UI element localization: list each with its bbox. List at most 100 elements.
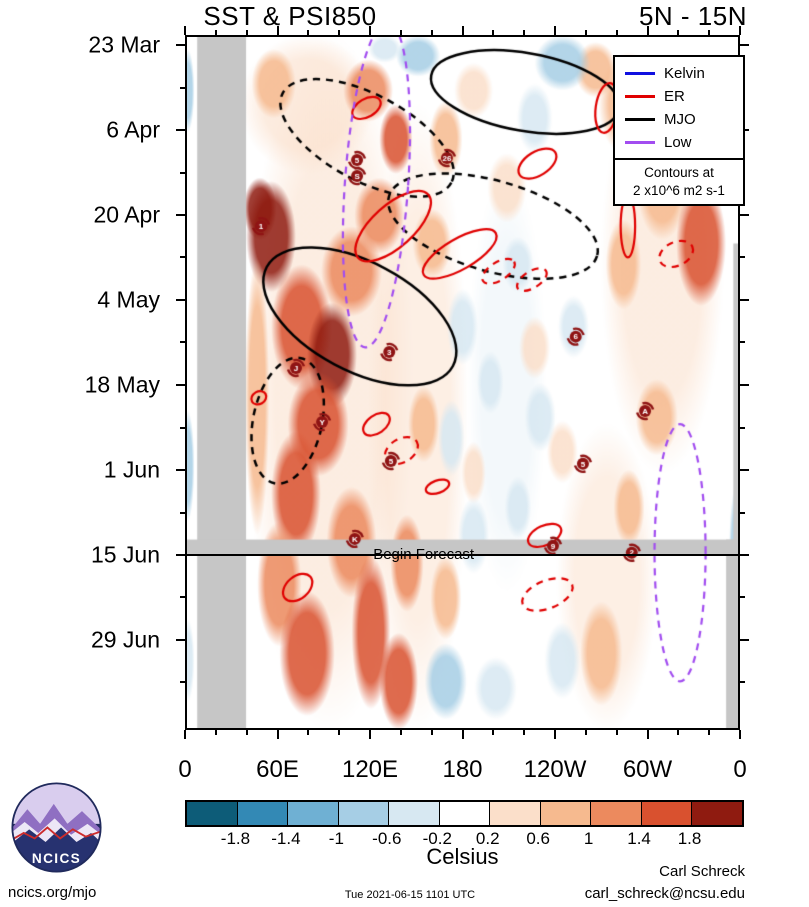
axis-tick <box>276 26 279 35</box>
axis-tick <box>276 730 279 739</box>
axis-tick <box>369 26 371 35</box>
colorbar-tick: -1.8 <box>220 829 251 848</box>
axis-tick <box>740 298 749 301</box>
colorbar-segment <box>237 802 289 825</box>
axis-tick <box>214 30 217 35</box>
colorbar-tick: 0.2 <box>475 829 500 848</box>
axis-tick <box>180 341 185 344</box>
x-axis-label: 0 <box>733 756 747 783</box>
latitude-band-label: 5N - 15N <box>638 1 747 31</box>
contour-note: Contours at 2 x10^6 m2 s-1 <box>613 158 745 207</box>
axis-tick <box>492 30 495 35</box>
x-axis-label: 120W <box>523 756 587 783</box>
axis-tick <box>176 129 185 132</box>
axis-tick <box>646 730 649 739</box>
axis-tick <box>184 26 186 35</box>
y-axis-label: 6 Apr <box>106 116 160 143</box>
colorbar-tick: 1.4 <box>627 829 651 848</box>
axis-tick <box>369 730 371 739</box>
contour-note-line1: Contours at <box>644 165 714 180</box>
axis-tick <box>338 730 341 735</box>
legend-label: Kelvin <box>664 65 705 82</box>
axis-tick <box>554 26 556 35</box>
contour-note-line2: 2 x10^6 m2 s-1 <box>633 183 725 199</box>
x-axis-label: 180 <box>442 756 483 783</box>
author-name: Carl Schreck <box>659 863 745 880</box>
x-axis-label: 120E <box>341 756 399 783</box>
axis-tick <box>677 30 680 35</box>
begin-forecast-line <box>185 553 740 556</box>
x-axis-label: 60W <box>622 756 673 783</box>
legend-item: Low <box>621 131 737 154</box>
axis-tick <box>740 638 749 641</box>
colorbar-segment <box>490 802 541 825</box>
author-email[interactable]: carl_schreck@ncsu.edu <box>584 885 745 902</box>
x-axis-label: 0 <box>178 756 192 783</box>
colorbar-tick: 1.8 <box>677 829 702 848</box>
axis-tick <box>646 26 649 35</box>
colorbar-tick: 0.6 <box>526 829 550 848</box>
axis-tick <box>176 638 185 641</box>
axis-tick <box>180 256 185 259</box>
colorbar-segment <box>288 802 339 825</box>
axis-tick <box>492 730 495 735</box>
axis-tick <box>399 730 402 735</box>
axis-tick <box>523 30 526 35</box>
axis-tick <box>214 730 217 735</box>
axis-tick <box>740 256 745 259</box>
colorbar <box>185 800 744 827</box>
axis-tick <box>615 730 618 735</box>
y-axis-label: 4 May <box>97 286 160 313</box>
axis-tick <box>740 511 745 514</box>
colorbar-tick: -1.4 <box>271 829 301 848</box>
colorbar-segment <box>540 802 592 825</box>
colorbar-segment <box>187 802 238 825</box>
axis-tick <box>176 44 185 47</box>
colorbar-tick: -0.6 <box>372 829 402 848</box>
website-link[interactable]: ncics.org/mjo <box>8 884 97 901</box>
colorbar-segment <box>641 802 693 825</box>
y-axis-label: 15 Jun <box>90 541 160 568</box>
legend-line-sample-er <box>625 95 655 98</box>
y-axis-label: 29 Jun <box>90 626 160 653</box>
colorbar-tick: -0.2 <box>422 829 452 848</box>
axis-tick <box>554 730 556 739</box>
axis-tick <box>584 30 587 35</box>
axis-tick <box>180 681 185 684</box>
axis-tick <box>176 469 185 472</box>
colorbar-tick: 1 <box>583 829 594 848</box>
axis-tick <box>523 730 526 735</box>
axis-tick <box>740 384 749 387</box>
axis-tick <box>740 596 745 599</box>
axis-tick <box>677 730 680 735</box>
axis-tick <box>180 426 185 429</box>
axis-tick <box>176 214 185 216</box>
axis-tick <box>740 341 745 344</box>
colorbar-units-label: Celsius <box>426 844 499 869</box>
axis-tick <box>245 730 248 735</box>
legend-line-sample-kelvin <box>625 72 655 75</box>
axis-tick <box>740 426 745 429</box>
axis-tick <box>739 730 741 739</box>
axis-tick <box>430 730 433 735</box>
axis-tick <box>176 384 185 387</box>
colorbar-segment <box>591 802 642 825</box>
legend-item: Kelvin <box>621 62 737 85</box>
axis-tick <box>740 214 749 216</box>
axis-tick <box>338 30 341 35</box>
legend-line-sample-low <box>625 141 655 144</box>
axis-tick <box>180 86 185 89</box>
colorbar-tick: -1 <box>328 829 344 848</box>
axis-tick <box>176 553 185 556</box>
axis-tick <box>739 26 741 35</box>
legend-label: ER <box>664 88 685 105</box>
legend-items: Kelvin ER MJO Low <box>613 55 745 160</box>
y-axis-label: 23 Mar <box>88 31 160 58</box>
axis-tick <box>180 596 185 599</box>
axis-tick <box>245 30 248 35</box>
ncics-logo-text: NCICS <box>32 851 81 866</box>
y-axis-label: 18 May <box>84 371 160 398</box>
legend-item: ER <box>621 85 737 108</box>
contour-legend: Kelvin ER MJO Low Contours at 2 x10^6 m2 s-… <box>613 55 745 207</box>
axis-tick <box>740 469 749 472</box>
